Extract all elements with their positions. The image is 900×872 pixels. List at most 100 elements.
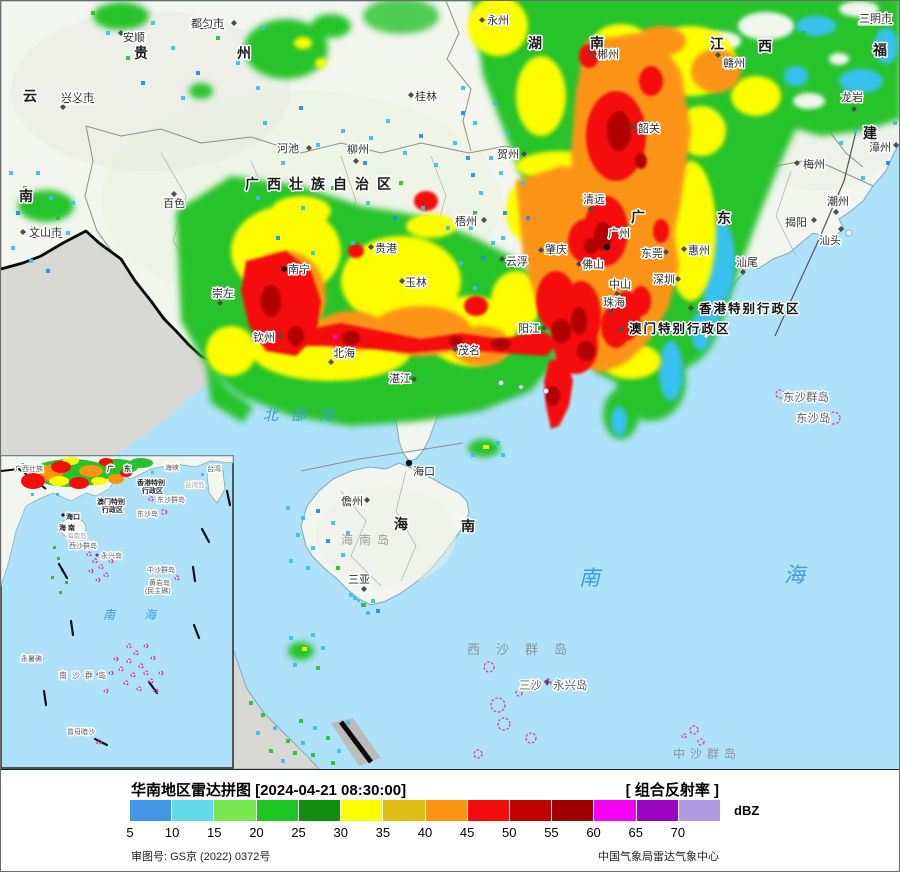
inset-radar-echoes	[21, 457, 204, 594]
province-label-guangdong-2: 东	[717, 210, 731, 226]
city-label-qinzhou: 钦州	[253, 331, 275, 344]
city-label-maoming: 茂名	[458, 343, 480, 357]
province-label-fujian-2: 建	[863, 125, 877, 141]
province-label-hainan-2: 南	[461, 518, 475, 534]
legend-swatch	[130, 800, 172, 821]
province-label-guizhou-1: 贵	[134, 45, 148, 61]
legend-tick-label: 20	[249, 825, 264, 840]
city-label-yangjiang: 阳江	[518, 322, 540, 335]
map-title: 华南地区雷达拼图 [2024-04-21 08:30:00]	[131, 782, 407, 799]
sea-label-south-sea-1: 南	[579, 566, 603, 590]
city-label-duyun: 都匀市	[191, 16, 224, 30]
inset-labels: 广西壮族 广 东 海峡 台湾 台湾岛 香港特别 行政区 澳门特别 行政区 东沙群…	[14, 462, 223, 738]
inset-taiwan	[206, 464, 226, 504]
inset-label-xisha: 西沙群岛	[69, 541, 97, 550]
city-label-foshan: 佛山	[582, 258, 604, 271]
inset-label-zhongsha: 中沙群岛	[147, 565, 175, 574]
island-label-hainandao: 海南岛	[341, 532, 395, 547]
legend-swatch	[636, 800, 678, 821]
legend-tick-label: 50	[502, 825, 517, 840]
hainan-terrain-tint	[316, 486, 456, 586]
inset-reefs	[38, 496, 180, 745]
city-label-meizhou: 梅州	[803, 157, 825, 171]
island-label-xisha: 西沙群岛	[467, 642, 583, 657]
city-label-yulin: 玉林	[405, 275, 427, 289]
legend-tick-label: 55	[544, 825, 559, 840]
inset-label-yongxing: 永兴岛	[101, 551, 122, 560]
inset-yongxing-marker	[95, 553, 99, 557]
legend-swatch	[341, 800, 383, 821]
city-label-anshun: 安顺	[123, 30, 145, 44]
island-label-dongsha-islands: 东沙群岛	[783, 390, 829, 404]
radar-echo-magenta-pixel	[333, 335, 337, 339]
inset-label-macau-2: 行政区	[101, 505, 123, 514]
city-label-guangzhou: 广州	[608, 227, 630, 240]
city-label-shanwei: 汕尾	[736, 256, 758, 269]
city-label-guigang: 贵港	[375, 242, 397, 255]
city-label-zhangzhou: 漳州	[869, 140, 891, 154]
province-label-jiangxi-1: 江	[710, 36, 724, 52]
sea-label-beibu-gulf: 北部湾	[263, 407, 347, 424]
inset-label-nanhai-2: 海	[144, 608, 158, 622]
legend-ticks: 5 10 15 20 25 30 35 40 45 50 55 60 65 70	[126, 825, 720, 841]
province-label-hunan-1: 湖	[528, 35, 542, 51]
city-labels: 安顺 都匀市 兴义市 文山市 百色 河池 柳州 桂林 贺州 永州 郴州 赣州 三…	[28, 10, 894, 588]
city-label-danzhou: 儋州	[341, 495, 363, 508]
inset-nine-dash-line	[42, 489, 232, 747]
province-label-guizhou-2: 州	[236, 45, 251, 61]
inset-label-dongsha-island: 东沙岛	[137, 509, 158, 518]
province-label-hunan-2: 南	[590, 35, 604, 51]
sar-label-macau: 澳门特别行政区	[629, 321, 731, 336]
legend-swatch	[678, 800, 721, 821]
inset-frame	[1, 455, 234, 769]
radar-speckles	[9, 11, 897, 765]
legend-tick-label: 60	[586, 825, 601, 840]
island-label-zhongsha: 中沙群岛	[673, 746, 741, 761]
city-label-zhaoqing: 肇庆	[545, 242, 567, 256]
city-label-zhongshan: 中山	[609, 278, 631, 291]
inset-label-guangxi: 广西壮族	[15, 464, 43, 473]
inset-label-taiwan: 台湾	[207, 464, 221, 473]
inset-label-nanhai-1: 南	[103, 608, 117, 622]
city-label-yunfu: 云浮	[506, 255, 528, 268]
radar-map: 云 南 贵 州 广西壮族自治区 湖 南 江 西 福 建 广 东 海 南 北部湾 …	[1, 1, 899, 769]
city-label-dongguan: 东莞	[641, 247, 663, 260]
legend-swatch	[467, 800, 509, 821]
legend-swatches	[130, 800, 721, 821]
province-label-fujian-1: 福	[872, 42, 887, 58]
foreign-land	[1, 231, 320, 769]
sea-label-south-sea-2: 海	[784, 563, 808, 587]
city-label-qingyuan: 清远	[583, 193, 605, 206]
island-label-dongsha-island: 东沙岛	[796, 411, 831, 425]
inset-hainan	[59, 517, 87, 539]
city-label-sansha: 三沙	[519, 679, 542, 692]
reef-outlines	[473, 389, 841, 759]
province-label-yunnan-2: 南	[19, 188, 33, 204]
city-label-zhanjiang: 湛江	[389, 372, 411, 385]
city-label-yongzhou: 永州	[487, 13, 509, 27]
city-label-liuzhou: 柳州	[347, 142, 369, 156]
city-label-hezhou: 贺州	[497, 148, 519, 161]
legend-swatch	[552, 800, 594, 821]
city-label-nanning: 南宁	[288, 262, 310, 276]
city-label-beihai: 北海	[333, 346, 355, 360]
inset-haikou-marker	[61, 513, 65, 517]
city-label-shaoguan: 韶关	[638, 121, 660, 135]
legend-tick-label: 5	[126, 825, 134, 840]
inset-label-minzhu: (民主礁)	[145, 586, 171, 595]
legend-swatch	[383, 800, 425, 821]
legend-tick-label: 70	[670, 825, 686, 840]
city-label-baise: 百色	[163, 196, 185, 210]
legend-tick-label: 35	[375, 825, 391, 840]
legend-swatch	[594, 800, 636, 821]
island-label-yongxing: 永兴岛	[553, 678, 588, 692]
city-label-sanming: 三明市	[859, 11, 892, 25]
inset-label-haikou: 海口	[66, 512, 80, 521]
city-label-zhuhai: 珠海	[603, 295, 625, 309]
legend-tick-label: 15	[207, 825, 222, 840]
city-label-shantou: 汕头	[819, 234, 841, 247]
inset-label-taiwandao: 台湾岛	[185, 480, 205, 489]
inset-label-hk-1: 香港特别	[136, 478, 165, 487]
sea-labels: 北部湾 南 海 西沙群岛 中沙群岛 海南岛 东沙群岛 东沙岛 三沙 永兴岛	[263, 389, 832, 762]
